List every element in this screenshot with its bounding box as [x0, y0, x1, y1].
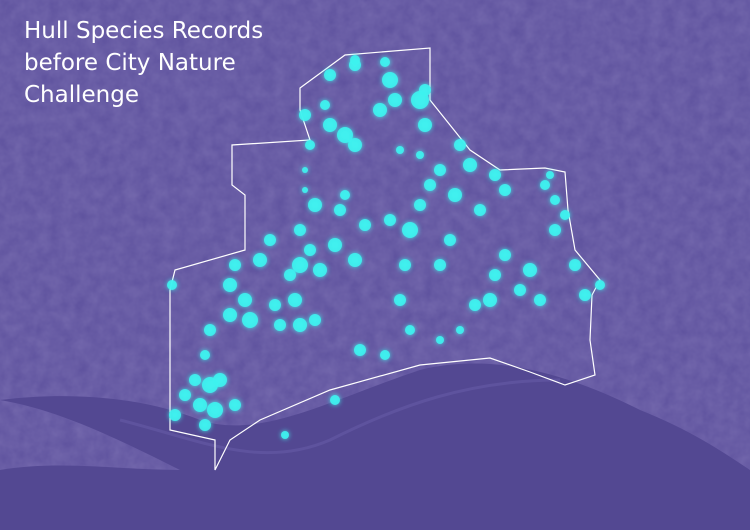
record-dot: [469, 299, 481, 311]
record-dot: [394, 294, 406, 306]
record-dot: [274, 319, 286, 331]
record-dot: [424, 179, 436, 191]
record-dot: [474, 204, 486, 216]
record-dot: [354, 344, 366, 356]
record-dot: [305, 140, 315, 150]
record-dot: [328, 238, 342, 252]
record-dot: [540, 180, 550, 190]
record-dot: [560, 210, 570, 220]
record-dot: [436, 336, 444, 344]
map-title-line: before City Nature: [24, 50, 236, 76]
record-dot: [382, 72, 398, 88]
record-dot: [499, 184, 511, 196]
record-dot: [514, 284, 526, 296]
record-dot: [402, 222, 418, 238]
record-dot: [302, 187, 308, 193]
record-dot: [320, 100, 330, 110]
record-dot: [284, 269, 296, 281]
city-boundary: [169, 47, 601, 471]
record-dot: [292, 257, 308, 273]
record-dot: [348, 138, 362, 152]
record-dot: [229, 259, 241, 271]
shoreline: [119, 378, 561, 455]
record-dot: [546, 171, 554, 179]
record-dot: [207, 402, 223, 418]
record-dot: [229, 399, 241, 411]
record-dot: [434, 259, 446, 271]
record-dot: [499, 249, 511, 261]
record-dot: [223, 278, 237, 292]
record-dot: [380, 350, 390, 360]
record-dot: [448, 188, 462, 202]
record-dot: [330, 395, 340, 405]
map-title-line: Challenge: [24, 82, 139, 108]
record-dot: [281, 431, 289, 439]
record-dot: [373, 103, 387, 117]
record-dot: [418, 118, 432, 132]
record-dot: [399, 259, 411, 271]
record-dot: [414, 199, 426, 211]
record-dot: [456, 326, 464, 334]
record-dot: [323, 118, 337, 132]
record-dot: [380, 57, 390, 67]
record-dot: [454, 139, 466, 151]
record-dot: [534, 294, 546, 306]
record-dot: [523, 263, 537, 277]
record-dot: [213, 373, 227, 387]
record-dot: [309, 314, 321, 326]
record-dot: [550, 195, 560, 205]
record-dot: [179, 389, 191, 401]
record-dot: [396, 146, 404, 154]
record-dot: [193, 398, 207, 412]
record-dot: [238, 293, 252, 307]
record-dot: [579, 289, 591, 301]
record-dot: [242, 312, 258, 328]
record-dot: [444, 234, 456, 246]
map-title-line: Hull Species Records: [24, 18, 263, 44]
record-dot: [337, 127, 353, 143]
record-dot: [269, 299, 281, 311]
record-dot: [264, 234, 276, 246]
record-dot: [313, 263, 327, 277]
record-dot: [304, 244, 316, 256]
record-dot: [434, 164, 446, 176]
record-dot: [200, 350, 210, 360]
record-dot: [334, 204, 346, 216]
record-dots: [167, 55, 605, 439]
record-dot: [302, 167, 308, 173]
record-dot: [340, 190, 350, 200]
record-dot: [288, 293, 302, 307]
humber-estuary: [0, 363, 750, 530]
record-dot: [569, 259, 581, 271]
record-dot: [350, 55, 360, 65]
record-dot: [489, 269, 501, 281]
record-dot: [549, 224, 561, 236]
record-dot: [405, 325, 415, 335]
record-dot: [388, 93, 402, 107]
record-dot: [204, 324, 216, 336]
record-dot: [348, 253, 362, 267]
record-dot: [294, 224, 306, 236]
record-dot: [308, 198, 322, 212]
record-dot: [489, 169, 501, 181]
record-dot: [253, 253, 267, 267]
record-dot: [359, 219, 371, 231]
record-dot: [419, 84, 431, 96]
record-dot: [189, 374, 201, 386]
record-dot: [463, 158, 477, 172]
record-dot: [169, 409, 181, 421]
record-dot: [384, 214, 396, 226]
record-dot: [293, 318, 307, 332]
record-dot: [324, 69, 336, 81]
record-dot: [223, 308, 237, 322]
record-dot: [299, 109, 311, 121]
record-dot: [483, 293, 497, 307]
record-dot: [199, 419, 211, 431]
record-dot: [167, 280, 177, 290]
record-dot: [416, 151, 424, 159]
record-dot: [595, 280, 605, 290]
